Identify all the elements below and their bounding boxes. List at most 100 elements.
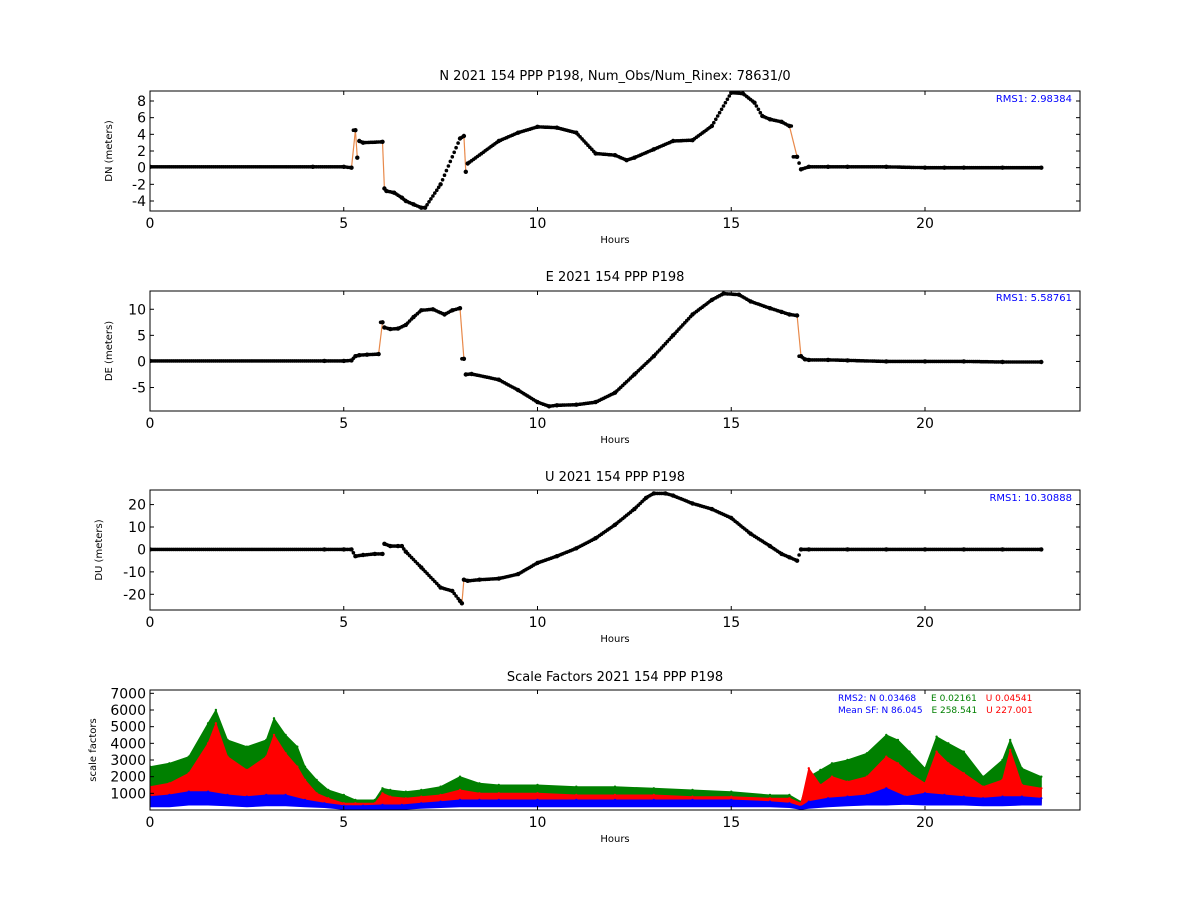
data-point-n (787, 123, 792, 129)
data-point-u (349, 547, 354, 552)
rms2-u: U 0.04541 (986, 694, 1033, 704)
data-point-n (730, 798, 733, 802)
data-point-u (459, 601, 465, 606)
data-point-e (341, 358, 346, 364)
data-point-n (399, 195, 405, 200)
data-point-u (272, 733, 276, 737)
data-point-n (168, 793, 171, 797)
y-tick-label-n: 4 (137, 127, 146, 143)
data-point-e (357, 353, 362, 358)
data-point-n (807, 800, 810, 803)
data-point-e (575, 785, 578, 788)
data-point-u (322, 547, 327, 552)
data-point-n (652, 798, 655, 802)
data-point-e (214, 708, 218, 712)
panel-e: E 2021 154 PPP P198 DE (meters) Hours RM… (104, 270, 1081, 446)
data-point-u (353, 554, 358, 559)
trace-dot-u (797, 553, 801, 557)
trace-dot-n (715, 114, 720, 118)
data-point-u (399, 543, 405, 549)
data-point-n (380, 139, 385, 144)
data-point-e (411, 314, 416, 320)
y-tick-label-e: 5 (137, 328, 146, 344)
data-point-n (391, 190, 397, 195)
data-point-n (381, 803, 384, 807)
trace-dot-n (448, 159, 453, 164)
data-point-u (303, 778, 307, 782)
data-point-n (403, 198, 408, 204)
data-point-e (923, 767, 927, 770)
data-point-e (768, 793, 772, 797)
data-point-e (830, 762, 834, 765)
trace-dot-n (429, 197, 433, 201)
data-point-n (767, 117, 773, 122)
data-point-e (373, 798, 376, 802)
y-tick-label-e: -5 (132, 381, 146, 397)
data-point-u (535, 560, 540, 566)
data-point-e (908, 750, 911, 753)
data-point-n (904, 795, 907, 798)
data-point-e (395, 326, 401, 331)
data-point-e (457, 306, 463, 311)
data-point-n (1001, 795, 1004, 798)
data-point-u (612, 522, 618, 527)
data-point-u (981, 785, 985, 788)
data-point-u (389, 795, 392, 798)
data-point-u (461, 577, 467, 582)
axes-frame-sf (149, 689, 1081, 811)
data-point-e (342, 793, 345, 797)
data-point-n (496, 138, 501, 144)
data-point-e (376, 351, 381, 357)
outlier-segment-n (381, 141, 385, 189)
data-point-u (613, 793, 617, 797)
data-point-u (807, 767, 810, 770)
data-point-e (442, 312, 447, 317)
data-point-u (284, 752, 287, 755)
data-point-e (802, 357, 808, 362)
data-point-u (168, 782, 171, 785)
trace-dot-n (444, 168, 449, 173)
trace-dot-n (721, 104, 726, 108)
data-point-e (691, 788, 694, 792)
data-point-e (947, 742, 950, 745)
y-tick-label-sf: 6000 (110, 703, 146, 719)
data-point-e (535, 399, 540, 405)
data-point-u (865, 775, 869, 778)
data-point-e (404, 790, 407, 793)
data-point-e (284, 733, 287, 737)
data-point-e (382, 325, 387, 330)
x-tick-label-n: 5 (339, 216, 348, 232)
data-point-u (896, 762, 900, 765)
panel-u-rms-annotation: RMS1: 10.30888 (989, 493, 1072, 504)
y-tick-label-u: 20 (128, 498, 146, 514)
panel-n: N 2021 154 PPP P198, Num_Obs/Num_Rinex: … (104, 69, 1081, 246)
data-point-u (342, 802, 345, 805)
data-point-e (865, 752, 869, 755)
data-point-e (497, 783, 500, 787)
data-point-e (1020, 767, 1024, 770)
data-point-e (845, 358, 850, 363)
data-point-u (885, 755, 888, 758)
x-tick-label-sf: 0 (146, 815, 155, 831)
data-point-n (323, 802, 326, 805)
data-point-e (206, 722, 210, 725)
data-point-u (245, 768, 249, 772)
data-point-e (546, 404, 552, 409)
data-point-u (458, 788, 462, 792)
y-tick-label-u: 10 (128, 520, 146, 536)
data-point-e (496, 377, 501, 382)
data-point-e (806, 357, 811, 363)
x-tick-label-sf: 5 (339, 815, 348, 831)
x-tick-label-e: 10 (529, 416, 547, 432)
data-point-n (768, 800, 772, 803)
x-tick-label-n: 0 (146, 216, 155, 232)
trace-dot-n (454, 145, 458, 150)
trace-dot-n (433, 191, 437, 195)
data-point-n (651, 147, 656, 152)
data-point-n (303, 798, 307, 802)
y-tick-label-n: 2 (137, 144, 146, 160)
data-point-e (150, 358, 153, 364)
data-point-e (593, 399, 598, 405)
axes-frame-u (149, 489, 1081, 611)
trace-dot-n (727, 94, 732, 98)
